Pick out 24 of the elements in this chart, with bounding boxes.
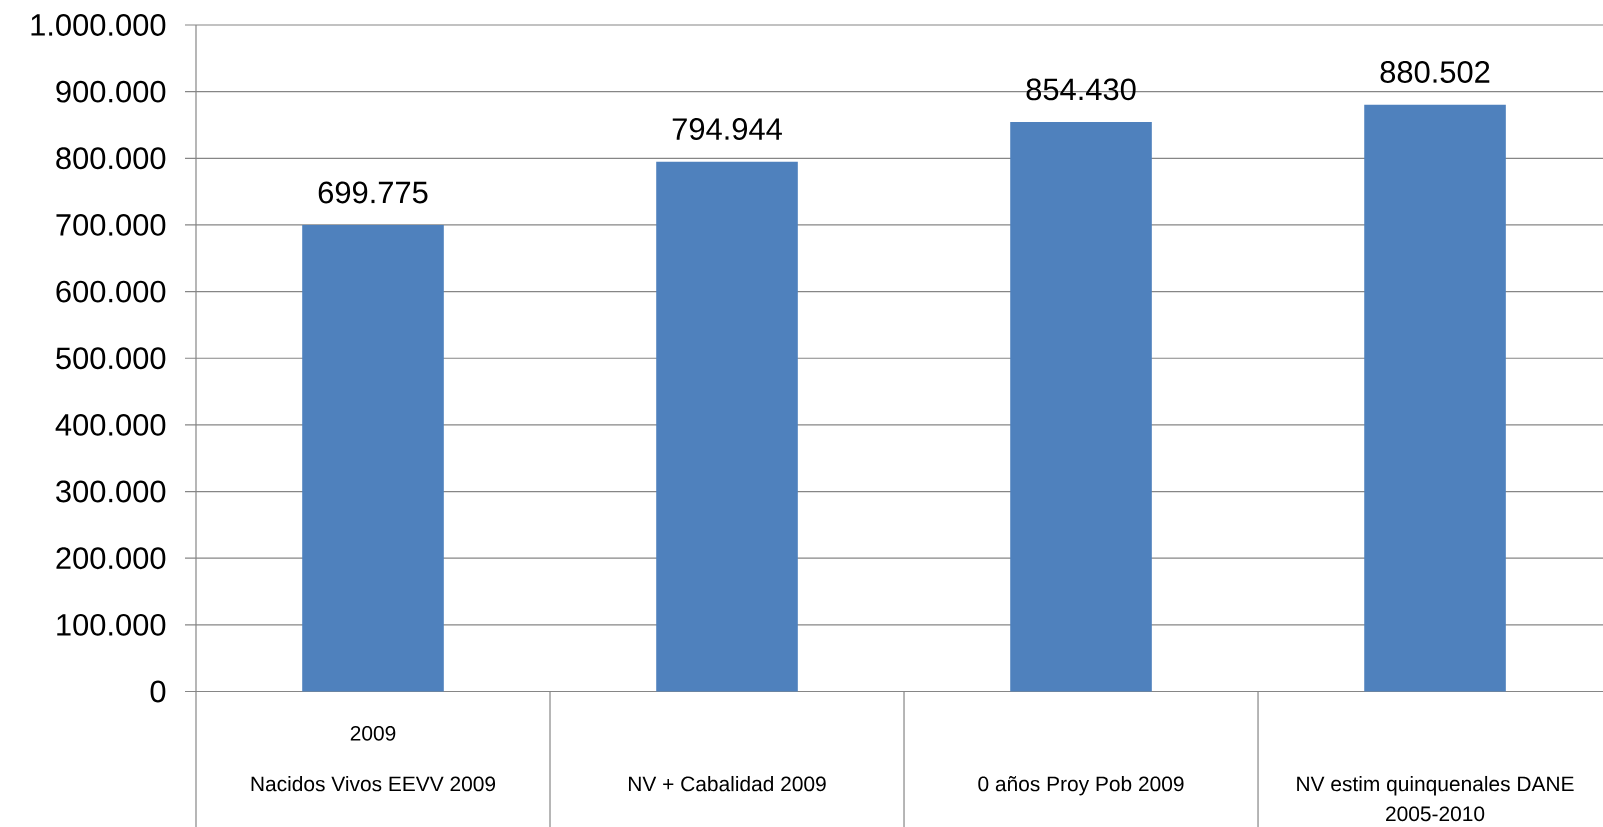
y-tick-label: 1.000.000 bbox=[31, 14, 166, 36]
x-tick-label: Nacidos Vivos EEVV 2009 bbox=[251, 775, 496, 792]
data-label: 794.944 bbox=[672, 118, 782, 140]
y-tick-label: 100.000 bbox=[57, 613, 166, 636]
y-tick-label: 500.000 bbox=[56, 347, 166, 370]
y-tick-label: 900.000 bbox=[56, 80, 166, 103]
y-tick-label: 200.000 bbox=[56, 547, 166, 570]
y-tick-label: 800.000 bbox=[56, 147, 166, 170]
y-tick-label: 400.000 bbox=[55, 413, 166, 436]
bar bbox=[656, 161, 798, 692]
x-tick-label: 0 años Proy Pob 2009 bbox=[978, 775, 1184, 796]
data-label: 854.430 bbox=[1026, 78, 1136, 101]
x-tick-label: NV + Cabalidad 2009 bbox=[628, 775, 826, 792]
data-label: 699.775 bbox=[318, 181, 428, 204]
bar bbox=[1010, 122, 1152, 692]
y-tick-label: 600.000 bbox=[56, 280, 166, 303]
bar bbox=[302, 225, 444, 692]
x-tick-label: NV estim quinquenales DANE 2005-2010 bbox=[1297, 775, 1574, 822]
bar bbox=[1364, 104, 1506, 692]
y-tick-label: 700.000 bbox=[56, 214, 166, 236]
data-label: 880.502 bbox=[1380, 61, 1490, 83]
y-tick-label: 300.000 bbox=[56, 480, 166, 503]
y-tick-label: 0 bbox=[150, 680, 166, 703]
text: 2009 bbox=[350, 725, 396, 741]
